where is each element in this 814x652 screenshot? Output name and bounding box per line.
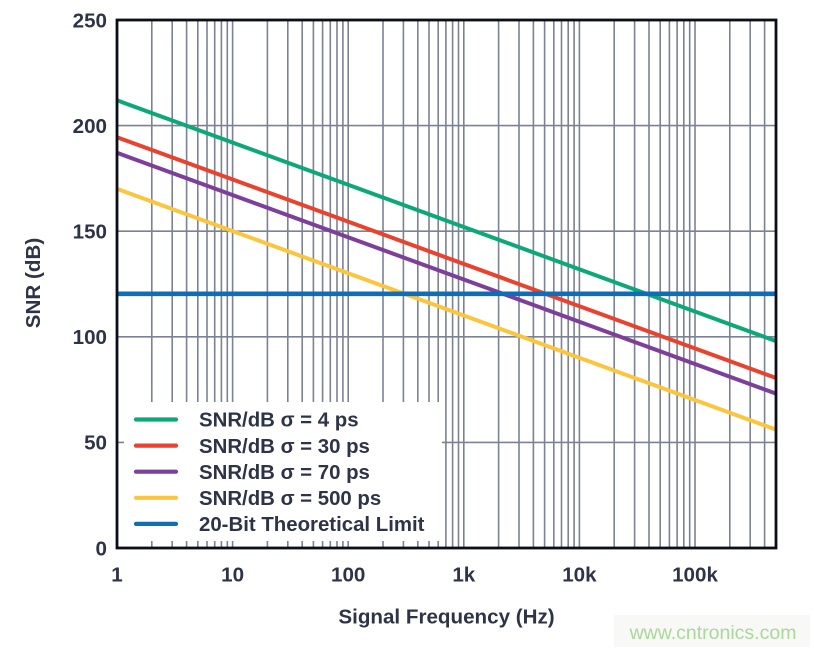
svg-text:50: 50 [84,432,107,455]
svg-text:200: 200 [73,115,107,138]
svg-text:10: 10 [221,564,244,587]
svg-text:SNR/dB σ = 4 ps: SNR/dB σ = 4 ps [199,410,359,432]
svg-text:0: 0 [96,537,107,560]
svg-text:100: 100 [73,326,107,349]
svg-text:20-Bit Theoretical Limit: 20-Bit Theoretical Limit [199,514,425,536]
svg-text:SNR/dB σ = 30 ps: SNR/dB σ = 30 ps [199,436,370,458]
svg-text:250: 250 [73,9,107,32]
svg-text:Signal Frequency (Hz): Signal Frequency (Hz) [338,606,554,629]
svg-text:150: 150 [73,221,107,244]
svg-text:www.cntronics.com: www.cntronics.com [629,622,797,644]
svg-text:1k: 1k [452,564,475,587]
svg-text:SNR/dB σ = 70 ps: SNR/dB σ = 70 ps [199,462,370,484]
svg-text:100k: 100k [672,564,718,587]
svg-text:SNR/dB σ = 500 ps: SNR/dB σ = 500 ps [199,488,381,510]
svg-text:100: 100 [331,564,365,587]
svg-text:SNR (dB): SNR (dB) [22,238,45,328]
svg-text:1: 1 [111,564,122,587]
svg-text:10k: 10k [562,564,597,587]
